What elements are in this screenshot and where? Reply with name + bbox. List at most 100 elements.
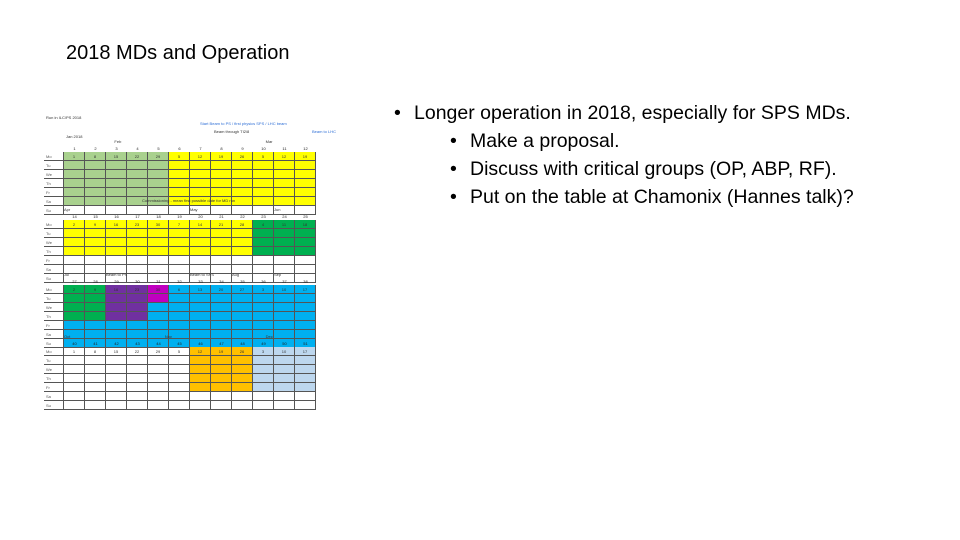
calendar-cell — [106, 330, 127, 339]
calendar-cell — [106, 247, 127, 256]
calendar-cell — [85, 256, 106, 265]
week-number: 29 — [114, 279, 119, 284]
calendar-cell — [127, 170, 148, 179]
week-number: 50 — [282, 341, 287, 346]
week-number: 48 — [240, 341, 245, 346]
calendar-cell — [169, 356, 190, 365]
calendar-cell — [295, 256, 316, 265]
calendar-cell — [148, 374, 169, 383]
calendar-cell — [127, 365, 148, 374]
calendar-cell — [64, 238, 85, 247]
calendar-cell — [85, 247, 106, 256]
week-number: 46 — [198, 341, 203, 346]
calendar-cell — [190, 206, 211, 215]
calendar-cell — [106, 294, 127, 303]
day-cell: 14 — [190, 220, 211, 229]
week-number: 43 — [135, 341, 140, 346]
row-label: We — [44, 303, 64, 312]
grid-corner — [44, 340, 64, 347]
calendar-cell — [211, 312, 232, 321]
calendar-cell — [169, 330, 190, 339]
calendar-cell — [190, 312, 211, 321]
calendar-cell — [211, 303, 232, 312]
day-cell: 23 — [127, 220, 148, 229]
week-number: 47 — [219, 341, 224, 346]
calendar-cell — [211, 256, 232, 265]
calendar-cell — [85, 170, 106, 179]
week-number: 10 — [261, 146, 266, 151]
sub-bullet-item: Put on the table at Chamonix (Hannes tal… — [450, 183, 854, 211]
calendar-cell — [64, 330, 85, 339]
day-cell: 5 — [253, 152, 274, 161]
calendar-cell — [169, 312, 190, 321]
calendar-grid: 1 2 3 4 5 6 7 8 9 10 11 12 Mo 1 8 15 22 29 5 12 19 26 5 12 19 Tu W… — [44, 145, 318, 215]
calendar-cell — [295, 383, 316, 392]
week-number: 38 — [303, 279, 308, 284]
calendar-cell — [64, 365, 85, 374]
calendar-cell — [295, 401, 316, 410]
calendar-cell — [211, 401, 232, 410]
calendar-cell — [274, 265, 295, 274]
calendar-cell — [127, 383, 148, 392]
calendar-cell — [190, 374, 211, 383]
calendar-cell — [64, 161, 85, 170]
calendar-cell — [253, 206, 274, 215]
calendar-cell — [127, 179, 148, 188]
calendar-cell — [148, 247, 169, 256]
calendar-cell — [148, 274, 169, 283]
grid-corner — [44, 145, 64, 152]
row-label: Tu — [44, 229, 64, 238]
calendar-cell — [253, 365, 274, 374]
calendar-cell — [211, 383, 232, 392]
calendar-cell — [64, 356, 85, 365]
calendar-cell — [253, 256, 274, 265]
day-cell: 15 — [106, 152, 127, 161]
calendar-cell — [274, 365, 295, 374]
day-cell: 18 — [295, 220, 316, 229]
calendar-cell — [127, 321, 148, 330]
day-cell: 30 — [148, 220, 169, 229]
month-label: Jul — [64, 272, 70, 277]
calendar-cell — [127, 161, 148, 170]
calendar-cell — [106, 339, 127, 348]
row-label: Mo — [44, 285, 64, 294]
calendar-cell — [295, 247, 316, 256]
month-labels: Apr May Jun — [64, 207, 316, 213]
calendar-cell — [274, 330, 295, 339]
calendar-cell — [211, 247, 232, 256]
calendar-cell — [148, 339, 169, 348]
row-label: Su — [44, 206, 64, 215]
calendar-cell — [232, 206, 253, 215]
week-number: 49 — [261, 341, 266, 346]
calendar-cell — [127, 197, 148, 206]
week-number: 32 — [177, 279, 182, 284]
calendar-cell — [232, 321, 253, 330]
bullet-text: Longer operation in 2018, especially for… — [414, 102, 851, 124]
calendar-cell — [295, 265, 316, 274]
q1-label: Jan 2018 — [66, 134, 83, 139]
calendar-cell — [169, 161, 190, 170]
day-cell: 27 — [232, 285, 253, 294]
calendar-cell — [274, 312, 295, 321]
calendar-cell — [274, 256, 295, 265]
calendar-cell — [190, 321, 211, 330]
calendar-cell — [190, 303, 211, 312]
calendar-cell — [106, 365, 127, 374]
calendar-cell — [211, 161, 232, 170]
calendar-cell — [64, 374, 85, 383]
calendar-cell — [190, 247, 211, 256]
calendar-cell — [211, 265, 232, 274]
month-label: Beam to SPS — [190, 272, 215, 277]
calendar-cell — [253, 238, 274, 247]
calendar-cell — [253, 392, 274, 401]
calendar-cell — [232, 274, 253, 283]
calendar-cell — [85, 365, 106, 374]
calendar-cell — [85, 330, 106, 339]
day-cell: 10 — [274, 285, 295, 294]
calendar-cell — [190, 356, 211, 365]
row-label: We — [44, 238, 64, 247]
calendar-grid: 14 15 16 17 18 19 20 21 22 23 24 25 Mo 2 9 16 23 30 7 14 21 2… — [44, 213, 318, 283]
day-cell: 26 — [232, 152, 253, 161]
calendar-cell — [127, 256, 148, 265]
calendar-cell — [295, 179, 316, 188]
